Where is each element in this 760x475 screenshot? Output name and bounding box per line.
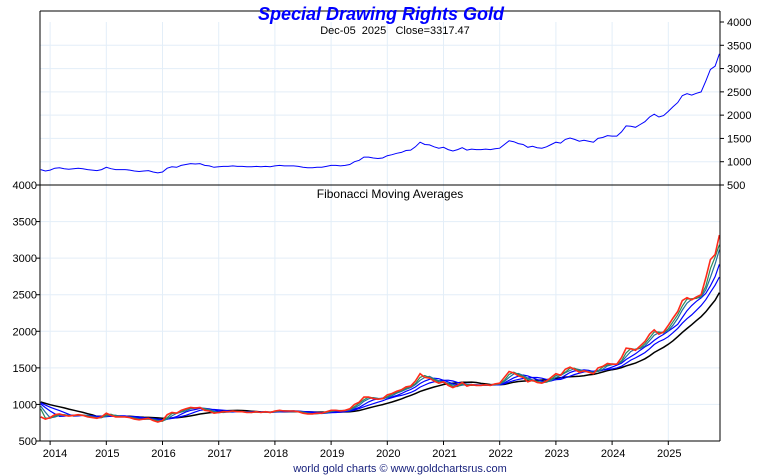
lower-panel-title: Fibonacci Moving Averages xyxy=(317,187,464,201)
y-tick-label-upper: 3000 xyxy=(727,64,751,76)
moving-average-5 xyxy=(40,264,720,421)
y-tick-label-upper: 1500 xyxy=(727,133,751,145)
x-tick-label: 2023 xyxy=(545,448,569,460)
y-tick-label-lower: 2000 xyxy=(13,326,37,338)
y-tick-label-lower: 1500 xyxy=(13,363,37,375)
x-tick-label: 2021 xyxy=(432,448,456,460)
y-tick-label-lower: 3000 xyxy=(13,253,37,265)
x-tick-label: 2022 xyxy=(488,448,512,460)
axes: 500 1000 1500 2000 2500 3000 3500 4000 500 1000 15… xyxy=(13,10,751,460)
moving-average-8 xyxy=(40,276,720,421)
moving-average-2 xyxy=(40,244,720,422)
price-line-lower xyxy=(40,234,721,423)
x-tick-label: 2025 xyxy=(657,448,681,460)
grid xyxy=(40,22,720,441)
x-tick-label: 2020 xyxy=(376,448,400,460)
y-tick-label-upper: 2000 xyxy=(727,110,751,122)
x-tick-label: 2014 xyxy=(43,448,67,460)
y-tick-label-lower: 2500 xyxy=(13,290,37,302)
x-tick-label: 2019 xyxy=(320,448,344,460)
moving-average-13 xyxy=(40,292,721,420)
y-tick-label-upper: 4000 xyxy=(727,17,751,29)
x-tick-label: 2015 xyxy=(95,448,119,460)
y-tick-label-upper: 1000 xyxy=(727,157,751,169)
price-line-upper xyxy=(40,53,720,174)
x-tick-label: 2024 xyxy=(601,448,625,460)
x-tick-label: 2016 xyxy=(151,448,175,460)
moving-average-3 xyxy=(40,249,720,422)
y-tick-label-upper: 500 xyxy=(727,180,745,192)
y-tick-label-upper: 2500 xyxy=(727,87,751,99)
chart-subtitle: Dec-05 2025 Close=3317.47 xyxy=(320,25,470,37)
x-tick-label: 2018 xyxy=(264,448,288,460)
y-tick-label-lower: 4000 xyxy=(13,180,37,192)
footer-credit: world gold charts © www.goldchartsrus.co… xyxy=(292,463,507,475)
x-tick-label: 2017 xyxy=(207,448,231,460)
y-tick-label-lower: 1000 xyxy=(13,399,37,411)
y-tick-label-upper: 3500 xyxy=(727,40,751,52)
series-lines xyxy=(40,53,721,423)
chart-title: Special Drawing Rights Gold xyxy=(258,4,505,24)
y-tick-label-lower: 3500 xyxy=(13,217,37,229)
y-tick-label-lower: 500 xyxy=(19,436,37,448)
